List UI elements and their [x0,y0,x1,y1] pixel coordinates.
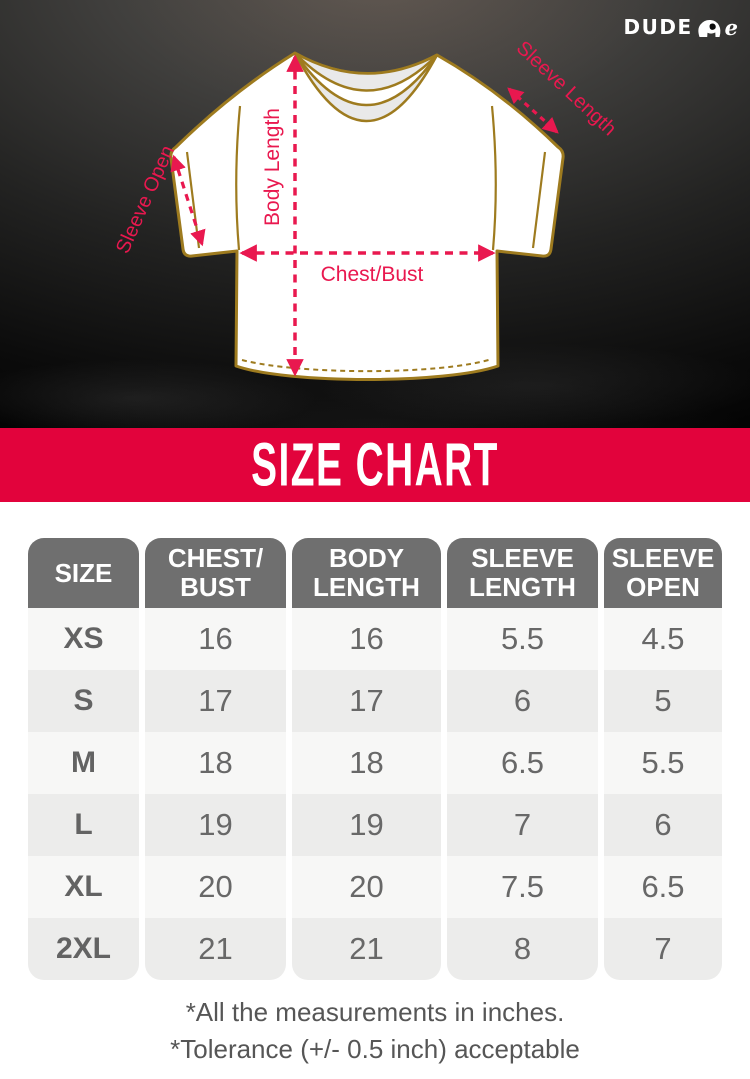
value-cell: 17 [145,670,286,732]
size-cell: XL [28,856,139,918]
table-column-chest-bust: CHEST/ BUST 16 17 18 19 20 21 [145,538,286,980]
chest-bust-label: Chest/Bust [321,263,424,286]
footnote-tolerance: *Tolerance (+/- 0.5 inch) acceptable [170,1034,580,1064]
brand-name-suffix: e [724,14,738,40]
column-header-body-length: BODY LENGTH [292,538,441,608]
value-cell: 17 [292,670,441,732]
table-column-body-length: BODY LENGTH 16 17 18 19 20 21 [292,538,441,980]
value-cell: 21 [292,918,441,980]
value-cell: 5.5 [604,732,722,794]
value-cell: 6.5 [447,732,598,794]
value-cell: 21 [145,918,286,980]
table-column-sleeve-open: SLEEVE OPEN 4.5 5 5.5 6 6.5 7 [604,538,722,980]
column-header-chest-bust: CHEST/ BUST [145,538,286,608]
body-length-label: Body Length [261,108,284,226]
sleeve-open-arrow [170,154,206,247]
value-cell: 16 [145,608,286,670]
size-table-section: SIZE XS S M L XL 2XL CHEST/ BUST 16 17 1… [0,502,750,1079]
value-cell: 8 [447,918,598,980]
value-cell: 6.5 [604,856,722,918]
column-header-size: SIZE [28,538,139,608]
size-cell: S [28,670,139,732]
value-cell: 5.5 [447,608,598,670]
size-cell: M [28,732,139,794]
banner-title: SIZE CHART [251,430,499,500]
tshirt-measurement-diagram: Body Length Chest/Bust Sleeve Open Sleev… [112,37,620,381]
size-cell: 2XL [28,918,139,980]
size-table: SIZE XS S M L XL 2XL CHEST/ BUST 16 17 1… [28,538,722,980]
value-cell: 20 [145,856,286,918]
value-cell: 16 [292,608,441,670]
table-column-sleeve-length: SLEEVE LENGTH 5.5 6 6.5 7 7.5 8 [447,538,598,980]
value-cell: 6 [447,670,598,732]
size-chart-banner: SIZE CHART [0,428,750,502]
column-header-sleeve-length: SLEEVE LENGTH [447,538,598,608]
value-cell: 18 [292,732,441,794]
value-cell: 7 [447,794,598,856]
right-body-fold [490,105,497,251]
footnote-measurements: *All the measurements in inches. [185,997,565,1027]
shirt-outline [169,51,565,381]
measurement-arrows [170,54,559,377]
sleeve-length-arrow [507,87,559,134]
value-cell: 19 [145,794,286,856]
value-cell: 18 [145,732,286,794]
elephant-icon [697,19,721,37]
value-cell: 6 [604,794,722,856]
collar-seam-lines [293,51,439,123]
size-cell: L [28,794,139,856]
left-body-fold [235,105,242,251]
footnotes: *All the measurements in inches. *Tolera… [0,994,750,1068]
value-cell: 19 [292,794,441,856]
table-column-size: SIZE XS S M L XL 2XL [28,538,139,980]
value-cell: 5 [604,670,722,732]
value-cell: 20 [292,856,441,918]
value-cell: 7.5 [447,856,598,918]
hero-section: DUDE e [0,0,750,428]
hem-stitch-line [241,358,493,373]
size-cell: XS [28,608,139,670]
value-cell: 4.5 [604,608,722,670]
right-cuff-line [531,151,547,249]
sleeve-open-label: Sleeve Open [112,142,179,257]
value-cell: 7 [604,918,722,980]
brand-logo: DUDE e [624,12,738,42]
column-header-sleeve-open: SLEEVE OPEN [604,538,722,608]
brand-name: DUDE [623,15,693,39]
